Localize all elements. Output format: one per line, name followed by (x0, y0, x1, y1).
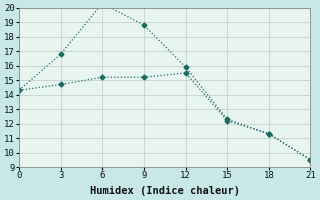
X-axis label: Humidex (Indice chaleur): Humidex (Indice chaleur) (90, 186, 240, 196)
